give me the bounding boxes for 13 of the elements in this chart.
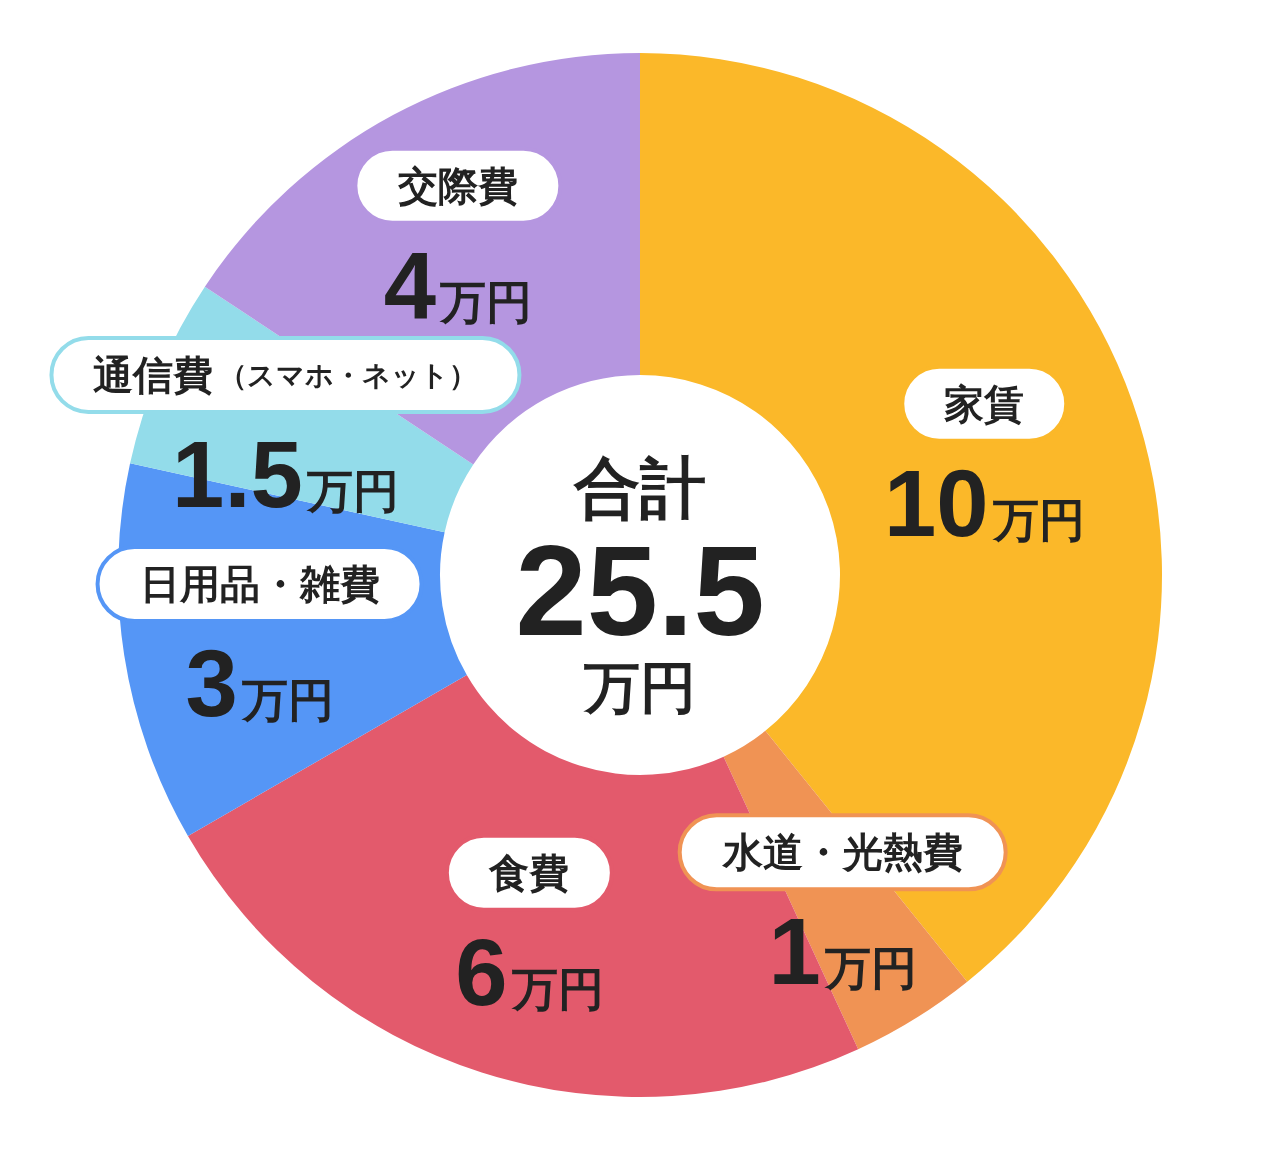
slice-label: 食費 (488, 850, 570, 895)
slice-label: 水道・光熱費 (720, 830, 963, 875)
text: 万円 (583, 656, 696, 719)
data-label: 10万円 (883, 450, 1085, 556)
data-label: 6万円 (455, 919, 604, 1025)
slice-label: 日用品・雑費 (139, 562, 380, 607)
data-label: 1万円 (768, 899, 917, 1005)
slice-label: 通信費（スマホ・ネット） (93, 352, 478, 397)
slice-label: 家賃 (944, 381, 1025, 426)
data-label: 1.5万円 (172, 421, 399, 527)
data-label: 3万円 (185, 631, 334, 737)
slice-label: 交際費 (396, 163, 518, 208)
data-label: 4万円 (383, 232, 532, 338)
